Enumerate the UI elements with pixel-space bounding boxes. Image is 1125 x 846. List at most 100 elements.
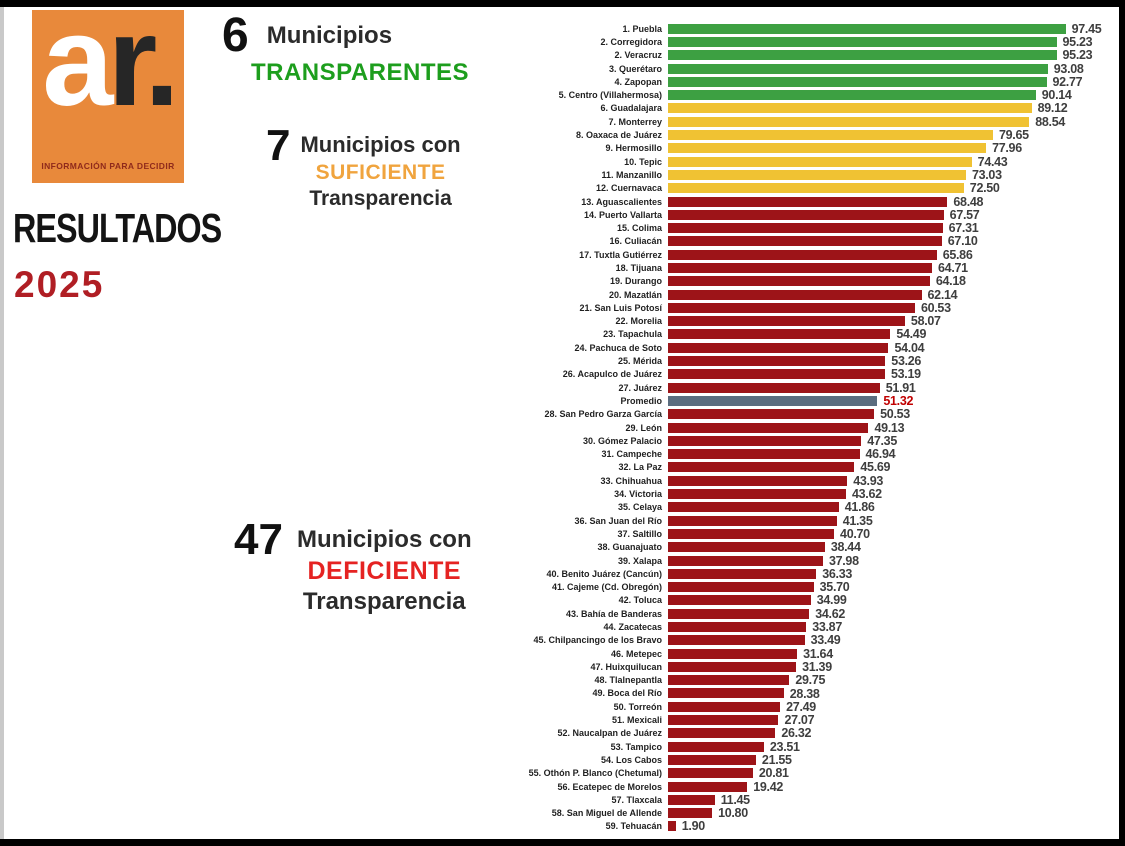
bar-row: 31. Campeche 46.94 [440, 447, 1118, 461]
bar-label: 44. Zacatecas [603, 622, 662, 632]
bar-label: 27. Juárez [618, 382, 662, 393]
bar-label: 31. Campeche [601, 449, 662, 460]
bar-label: 36. San Juan del Río [574, 515, 662, 526]
bar-row: 17. Tuxtla Gutiérrez 65.86 [440, 248, 1118, 262]
bar-value: 43.93 [853, 473, 884, 488]
bar [668, 50, 1057, 61]
bar-row: 55. Othón P. Blanco (Chetumal) 20.81 [440, 766, 1118, 780]
bar [668, 728, 776, 739]
bar [668, 103, 1032, 114]
bar-row: 34. Victoria 43.62 [440, 487, 1118, 501]
bar-label: 41. Cajeme (Cd. Obregón) [551, 582, 662, 593]
bar-value: 53.19 [891, 367, 921, 382]
bar [668, 794, 715, 805]
bar-label: 47. Huixquilucan [590, 661, 662, 672]
bar [668, 209, 944, 220]
bar-value: 89.12 [1037, 101, 1068, 116]
bar-label: 57. Tlaxcala [611, 794, 662, 805]
bar-value: 88.54 [1035, 114, 1066, 129]
bar [668, 302, 915, 313]
bar [668, 289, 922, 300]
legend-deficiente-line1: Municipios con [296, 526, 472, 553]
bar-value: 79.65 [998, 128, 1029, 143]
bar-row: 37. Saltillo 40.70 [440, 527, 1118, 541]
bar-value: 60.53 [920, 300, 951, 315]
bar-label: 2. Corregidora [600, 36, 662, 47]
bar-value: 64.18 [935, 274, 966, 289]
bar-row: 23. Tapachula 54.49 [440, 327, 1118, 341]
frame-right [1119, 0, 1125, 846]
bar-label: 33. Chihuahua [600, 475, 662, 486]
bar-row: 1. Puebla 97.45 [440, 22, 1118, 36]
bar-row: 51. Mexicali 27.07 [440, 713, 1118, 728]
bar [668, 156, 972, 167]
bar-value: 31.64 [803, 646, 833, 661]
bar [668, 661, 797, 672]
bar-value: 41.35 [842, 513, 873, 528]
bar-row: 6. Guadalajara 89.12 [440, 101, 1118, 116]
bar [668, 435, 862, 446]
bar [668, 635, 805, 646]
bar-row: 27. Juárez 51.91 [440, 381, 1118, 395]
bar [668, 502, 839, 513]
bar [668, 342, 889, 353]
bar-row: 59. Tehuacán 1.90 [440, 819, 1118, 833]
bar-value: 37.98 [828, 553, 859, 568]
bar-value: 34.99 [816, 593, 847, 608]
bar-row: 21. San Luis Potosí 60.53 [440, 300, 1118, 315]
bar-row: 30. Gómez Palacio 47.35 [440, 433, 1118, 448]
bar [668, 116, 1030, 127]
bar [668, 515, 837, 526]
bar-row: 3. Querétaro 93.08 [440, 62, 1118, 76]
bar-value: 95.23 [1062, 34, 1093, 49]
bar-value: 90.14 [1041, 88, 1072, 103]
bar-row: 46. Metepec 31.64 [440, 646, 1118, 661]
bar-value: 23.51 [769, 739, 800, 754]
bar-row: 24. Pachuca de Soto 54.04 [440, 341, 1118, 355]
bar-value: 29.75 [795, 673, 826, 688]
bar-row: 25. Mérida 53.26 [440, 354, 1118, 368]
bar-value: 58.07 [910, 314, 941, 329]
bar-label: 53. Tampico [610, 741, 662, 752]
legend-suficiente-suffix: Transparencia [309, 187, 452, 210]
bar-label: 10. Tepic [624, 156, 662, 167]
bar-label: 45. Chilpancingo de los Bravo [533, 635, 662, 646]
legend-suficiente-keyword: SUFICIENTE [315, 161, 446, 184]
bar-row: 9. Hermosillo 77.96 [440, 141, 1118, 155]
bar-value: 47.35 [867, 433, 897, 448]
ar-logo: ar. INFORMACIÓN PARA DECIDIR [32, 0, 184, 183]
bar-row: 29. León 49.13 [440, 420, 1118, 435]
bar-row: 32. La Paz 45.69 [440, 460, 1118, 475]
ar-logo-wordmark: ar. [32, 0, 184, 142]
legend-suficiente-count: 7 [266, 121, 291, 170]
bar-label: 54. Los Cabos [600, 754, 662, 765]
bar-label: 42. Toluca [618, 595, 662, 606]
bar-label: 12. Cuernavaca [595, 183, 662, 194]
frame-left [0, 7, 4, 839]
legend-deficiente-count: 47 [234, 515, 283, 564]
bar-value: 68.48 [953, 194, 984, 209]
bar-label: 46. Metepec [610, 648, 662, 659]
bar [668, 422, 869, 433]
bar [668, 183, 964, 194]
bar-label: 6. Guadalajara [600, 103, 662, 114]
bar-value: 45.69 [860, 460, 891, 475]
bar-label: 32. La Paz [618, 462, 662, 473]
bar-row: 38. Guanajuato 38.44 [440, 540, 1118, 554]
bar-label: 25. Mérida [617, 356, 662, 367]
bar-row: 56. Ecatepec de Morelos 19.42 [440, 780, 1118, 794]
bar-value: 50.53 [880, 407, 910, 422]
bar [668, 781, 748, 792]
bar-label: 30. Gómez Palacio [582, 435, 662, 446]
bar-value: 49.13 [874, 420, 905, 435]
bar-value: 67.57 [949, 207, 980, 222]
bar [668, 568, 817, 579]
bar-label: 16. Culiacán [609, 236, 662, 247]
bar-value: 27.07 [784, 713, 815, 728]
ar-logo-letter-a: a [42, 0, 113, 133]
bar-row: 35. Celaya 41.86 [440, 500, 1118, 514]
legend-suficiente-line1: Municipios con [300, 132, 461, 157]
legend-deficiente: 47 Municipios con DEFICIENTE Transparenc… [234, 515, 510, 616]
bar-label: 2. Veracruz [614, 50, 662, 61]
